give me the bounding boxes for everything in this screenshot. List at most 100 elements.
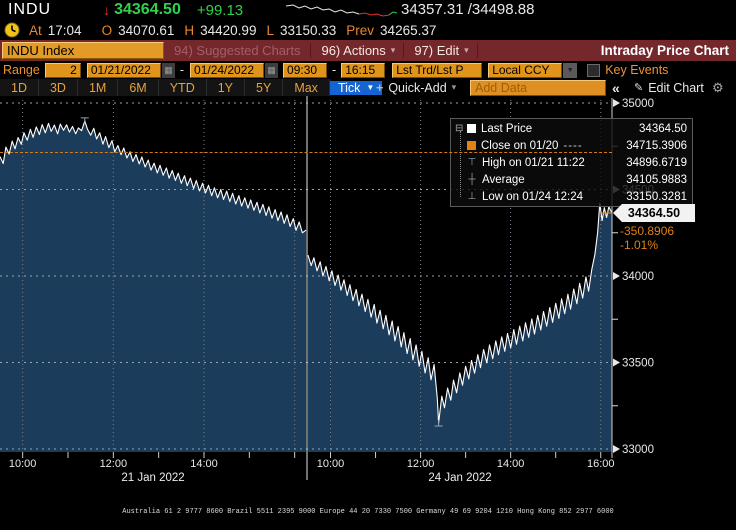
legend-label: High on 01/21 11:22 (482, 156, 585, 169)
period-button-3d[interactable]: 3D (38, 79, 78, 96)
low-label: L (266, 22, 274, 38)
average-marker-icon: ┼ (468, 174, 476, 185)
legend-row-last-price[interactable]: ⊟ Last Price 34364.50 (455, 120, 687, 137)
chart-area[interactable]: 350003450034000335003300010:0012:0014:00… (0, 96, 736, 488)
tick-label: Tick (337, 80, 361, 95)
currency-dropdown-icon[interactable]: ▼ (563, 62, 578, 78)
calendar-icon[interactable]: ▦ (265, 62, 279, 78)
time-label: 12:00 (407, 458, 435, 470)
range-days-input[interactable]: 2 (44, 62, 81, 78)
clock-gauge-icon (4, 22, 20, 38)
legend-label: Average (482, 173, 525, 186)
settings-gear-icon[interactable]: ⚙ (712, 79, 724, 95)
time-label: 14:00 (190, 458, 218, 470)
time-label: 10:00 (9, 458, 37, 470)
time-label: 10:00 (317, 458, 345, 470)
y-axis-label: 33000 (622, 444, 654, 456)
key-events-label: Key Events (605, 63, 669, 77)
tree-collapse-icon[interactable]: ⊟ (455, 123, 464, 134)
price-line-session-0 (0, 120, 307, 234)
legend-value: 34715.3906 (626, 139, 687, 152)
high-marker-icon: ⊤ (467, 157, 477, 168)
price-type-select[interactable]: Lst Trd/Lst P (392, 62, 483, 78)
at-label: At (29, 22, 42, 38)
bid-ask-quote: 34357.31 /34498.88 (401, 1, 535, 18)
legend-row-prev-close[interactable]: Close on 01/20 ---- 34715.3906 (455, 137, 687, 154)
edit-menu[interactable]: 97) Edit ▾ (414, 43, 478, 58)
legend-value: 34896.6719 (626, 156, 687, 169)
y-tick-arrow-icon (613, 445, 620, 453)
add-data-input[interactable]: Add Data (470, 79, 606, 96)
y-tick-arrow-icon (613, 99, 620, 107)
sparkline-segment (388, 11, 398, 16)
actions-menu[interactable]: 96) Actions ▾ (321, 43, 405, 58)
time-label: 14:00 (497, 458, 525, 470)
chevron-down-icon: ▾ (390, 45, 396, 55)
area-fill-session-0 (0, 120, 306, 453)
time-from-input[interactable]: 09:30 (283, 62, 328, 78)
collapse-panel-icon[interactable]: « (612, 79, 620, 96)
date-from-input[interactable]: 01/21/2022 (86, 62, 161, 78)
sparkline-segment (358, 12, 390, 17)
quick-add-label: Quick-Add (388, 80, 447, 95)
edit-chart-button[interactable]: ✎ Edit Chart (634, 81, 704, 95)
date-to-input[interactable]: 01/24/2022 (190, 62, 265, 78)
security-input[interactable]: INDU Index (2, 42, 164, 59)
open-label: O (101, 22, 113, 38)
low-value: 33150.33 (279, 22, 337, 38)
ticker-symbol: INDU (8, 1, 52, 18)
terminal-footer: Australia 61 2 9777 8600 Brazil 5511 239… (0, 489, 736, 530)
menu-bar: INDU Index 94) Suggested Charts 96) Acti… (0, 40, 736, 61)
dropdown-icon: ▼ (366, 83, 375, 92)
period-button-1y[interactable]: 1Y (206, 79, 246, 96)
legend-row-low[interactable]: ⊥ Low on 01/24 12:24 33150.3281 (455, 188, 687, 205)
quick-add-button[interactable]: + Quick-Add ▾ (376, 81, 456, 95)
legend-value: 33150.3281 (626, 190, 687, 203)
header-sparkline-chart (286, 4, 398, 17)
legend-label: Low on 01/24 12:24 (482, 190, 584, 203)
calendar-icon[interactable]: ▦ (161, 62, 175, 78)
sparkline-segment (286, 4, 360, 15)
dashed-line-sample: ---- (563, 139, 583, 152)
period-button-5y[interactable]: 5Y (245, 79, 284, 96)
legend-label: Close on 01/20 (481, 139, 559, 152)
date-label: 21 Jan 2022 (121, 472, 184, 484)
time-label: 16:00 (587, 458, 615, 470)
currency-select[interactable]: Local CCY (488, 62, 563, 78)
date-label: 24 Jan 2022 (428, 472, 491, 484)
time-label: 12:00 (100, 458, 128, 470)
legend-tree-line (460, 131, 461, 197)
plus-icon: + (376, 80, 384, 95)
y-tick-arrow-icon (613, 272, 620, 280)
high-label: H (184, 22, 195, 38)
period-button-max[interactable]: Max (283, 79, 330, 96)
chart-toolbar: 1D 3D 1M 6M YTD 1Y 5Y Max Tick ▼ + Quick-Add ▾ … (0, 79, 736, 96)
chevron-down-icon: ▾ (451, 82, 457, 92)
time-to-input[interactable]: 16:15 (341, 62, 386, 78)
y-axis-label: 34000 (622, 271, 654, 283)
last-price: 34364.50 (114, 1, 181, 18)
range-separator: - (332, 63, 337, 77)
prev-close-swatch (467, 141, 476, 150)
net-change-annotation: -350.8906 (620, 223, 675, 238)
period-button-1d[interactable]: 1D (0, 79, 39, 96)
period-button-1m[interactable]: 1M (77, 79, 119, 96)
price-line-session-1 (307, 202, 613, 424)
area-fill-session-1 (308, 203, 612, 452)
suggested-charts-tab[interactable]: 94) Suggested Charts (174, 43, 312, 58)
legend-row-high[interactable]: ⊤ High on 01/21 11:22 34896.6719 (455, 154, 687, 171)
legend-value: 34364.50 (639, 122, 687, 135)
net-change: +99.13 (196, 1, 244, 19)
prev-label: Prev (346, 22, 375, 38)
tick-interval-dropdown[interactable]: Tick ▼ (329, 80, 383, 95)
legend-row-average[interactable]: ┼ Average 34105.9883 (455, 171, 687, 188)
high-value: 34420.99 (200, 22, 257, 38)
period-button-6m[interactable]: 6M (118, 79, 159, 96)
period-buttons: 1D 3D 1M 6M YTD 1Y 5Y Max (0, 79, 330, 96)
last-price-badge: 34364.50 (613, 203, 695, 222)
ohlc-bar: At 17:04 O 34070.61 H 34420.99 L 33150.3… (0, 20, 736, 40)
legend-value: 34105.9883 (626, 173, 687, 186)
price-chart-svg[interactable]: 350003450034000335003300010:0012:0014:00… (0, 96, 736, 488)
key-events-checkbox[interactable] (587, 63, 601, 77)
period-button-ytd[interactable]: YTD (158, 79, 207, 96)
